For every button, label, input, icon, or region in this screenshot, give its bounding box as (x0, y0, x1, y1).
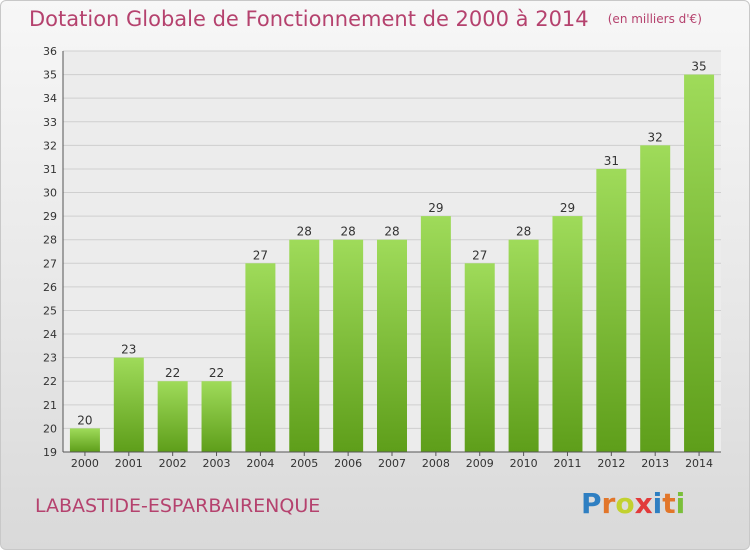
bar (596, 168, 627, 453)
x-tick-label: 2009 (466, 457, 494, 470)
y-tick-label: 22 (43, 375, 57, 388)
bar-value-label: 27 (472, 248, 487, 262)
x-tick-label: 2002 (159, 457, 187, 470)
bar-value-label: 23 (121, 343, 136, 357)
chart-title: Dotation Globale de Fonctionnement de 20… (29, 7, 589, 31)
x-tick-label: 2004 (246, 457, 274, 470)
axis-layer: 19 20 21 22 23 24 25 26 27 28 29 30 31 32 33 34 35 36 2000… (43, 45, 721, 470)
x-tick-label: 2007 (378, 457, 406, 470)
logo-letter: i (675, 487, 686, 520)
bar-value-label: 28 (297, 225, 312, 239)
bar (333, 239, 364, 452)
x-tick-label: 2011 (553, 457, 581, 470)
bar (289, 239, 320, 452)
logo-letter: i (652, 487, 663, 520)
bars-layer (69, 74, 715, 453)
logo-letter: o (615, 487, 635, 520)
x-tick-label: 2005 (290, 457, 318, 470)
x-tick-label: 2014 (685, 457, 713, 470)
bar (684, 74, 715, 453)
bar (113, 357, 144, 452)
bar (420, 216, 451, 452)
y-tick-label: 20 (43, 422, 57, 435)
labels-layer: 20 23 22 22 27 28 28 28 29 27 28 29 31 32 35 (77, 60, 706, 428)
y-tick-label: 27 (43, 257, 57, 270)
bar (464, 263, 495, 452)
bar-value-label: 28 (516, 225, 531, 239)
proxiti-logo: Proxiti (581, 487, 685, 520)
y-tick-label: 30 (43, 187, 57, 200)
y-tick-label: 34 (43, 92, 57, 105)
y-tick-label: 36 (43, 45, 57, 58)
y-tick-label: 32 (43, 139, 57, 152)
logo-letter: t (662, 487, 676, 520)
logo-letter: x (634, 487, 653, 520)
commune-name: LABASTIDE-ESPARBAIRENQUE (35, 495, 321, 517)
x-tick-label: 2000 (71, 457, 99, 470)
bar (640, 145, 671, 452)
logo-letter: r (601, 487, 616, 520)
y-tick-label: 33 (43, 116, 57, 129)
x-tick-label: 2008 (422, 457, 450, 470)
y-tick-label: 35 (43, 69, 57, 82)
bar (377, 239, 407, 452)
y-tick-label: 24 (43, 328, 57, 341)
bar (69, 428, 100, 452)
chart-title-block: Dotation Globale de Fonctionnement de 20… (29, 7, 702, 31)
x-tick-label: 2003 (203, 457, 231, 470)
bar-value-label: 28 (384, 225, 399, 239)
y-tick-label: 21 (43, 399, 57, 412)
bar (157, 381, 188, 452)
y-tick-label: 31 (43, 163, 57, 176)
bar-value-label: 20 (77, 413, 92, 427)
y-tick-label: 28 (43, 234, 57, 247)
bar-value-label: 27 (253, 248, 268, 262)
bar (508, 239, 539, 452)
bar (552, 216, 583, 452)
bar-value-label: 35 (691, 60, 706, 74)
bar-value-label: 29 (560, 201, 575, 215)
x-tick-label: 2006 (334, 457, 362, 470)
unit-note: (en milliers d'€) (607, 12, 702, 26)
bar (201, 381, 232, 452)
x-tick-label: 2010 (510, 457, 538, 470)
logo-letter: P (581, 487, 602, 520)
y-tick-label: 23 (43, 352, 57, 365)
x-tick-label: 2013 (641, 457, 669, 470)
bar-value-label: 22 (209, 366, 224, 380)
bar (245, 263, 276, 452)
bar-value-label: 31 (604, 154, 619, 168)
y-tick-label: 26 (43, 281, 57, 294)
y-tick-label: 19 (43, 446, 57, 459)
x-tick-label: 2012 (597, 457, 625, 470)
y-tick-label: 29 (43, 210, 57, 223)
x-tick-label: 2001 (115, 457, 143, 470)
y-tick-label: 25 (43, 304, 57, 317)
bar-value-label: 28 (340, 225, 355, 239)
bar-value-label: 29 (428, 201, 443, 215)
bar-value-label: 32 (648, 130, 663, 144)
bar-value-label: 22 (165, 366, 180, 380)
